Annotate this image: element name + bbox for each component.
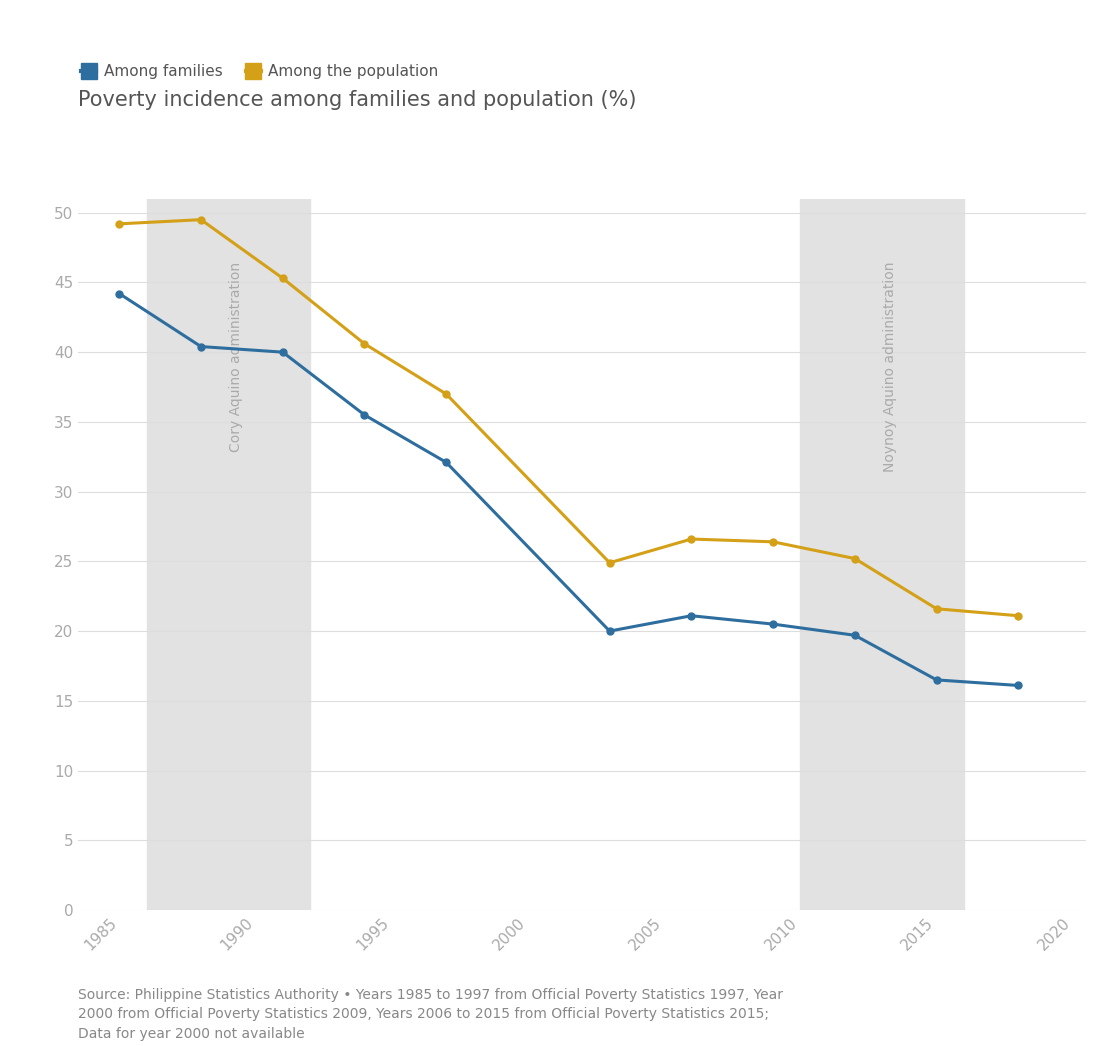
Bar (801, 199, 964, 910)
Legend: Among families, Among the population: Among families, Among the population (81, 64, 439, 79)
Text: Poverty incidence among families and population (%): Poverty incidence among families and pop… (78, 90, 637, 110)
Text: Noynoy Aquino administration: Noynoy Aquino administration (884, 262, 897, 472)
Text: Cory Aquino administration: Cory Aquino administration (230, 262, 243, 452)
Text: Source: Philippine Statistics Authority • Years 1985 to 1997 from Official Pover: Source: Philippine Statistics Authority … (78, 987, 783, 1041)
Bar (147, 199, 310, 910)
